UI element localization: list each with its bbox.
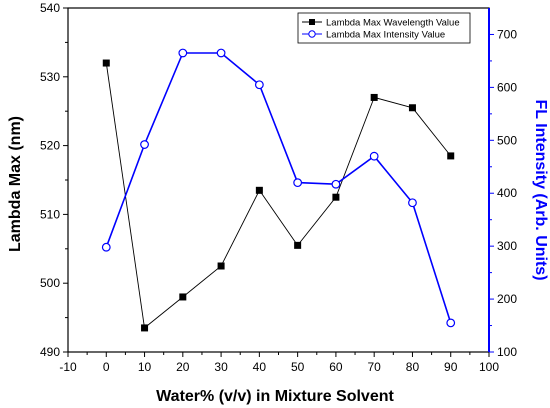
data-point-circle [446, 318, 456, 328]
y-left-tick-label: 540 [40, 1, 60, 15]
x-axis-label: Water% (v/v) in Mixture Solvent [156, 388, 394, 405]
y-right-tick-label: 600 [497, 80, 517, 94]
data-point-square [255, 186, 263, 194]
y-right-tick-label: 200 [497, 292, 517, 306]
data-point-square [141, 324, 149, 332]
data-point-square [179, 293, 187, 301]
x-tick-label: 50 [291, 360, 305, 374]
x-tick-label: 10 [138, 360, 152, 374]
y-right-tick-label: 700 [497, 27, 517, 41]
x-tick-label: 0 [103, 360, 110, 374]
y-left-tick-label: 530 [40, 70, 60, 84]
x-tick-label: 100 [479, 360, 499, 374]
y-right-tick-label: 400 [497, 186, 517, 200]
x-tick-label: -10 [59, 360, 77, 374]
series-layer [101, 48, 456, 332]
data-point-circle [216, 48, 226, 58]
data-point-circle [293, 178, 303, 188]
data-point-square [332, 193, 340, 201]
y-right-tick-label: 300 [497, 239, 517, 253]
x-tick-label: 70 [368, 360, 382, 374]
legend-box [297, 12, 471, 44]
series-line-1 [105, 62, 452, 329]
y-left-tick-label: 500 [40, 276, 60, 290]
y-left-tick-label: 520 [40, 139, 60, 153]
x-tick-label: 80 [406, 360, 420, 374]
axes: -10 0 10 20 30 40 50 60 70 80 90 100 490 500 510 520 530… [40, 1, 517, 374]
y-left-tick-label: 510 [40, 207, 60, 221]
data-point-square [217, 262, 225, 270]
data-point-circle [140, 140, 149, 149]
legend-label: Lambda Max Wavelength Value [326, 18, 460, 29]
data-point-square [102, 59, 110, 67]
legend-marker-square [309, 19, 315, 25]
legend-marker-circle [308, 30, 316, 38]
x-tick-label: 20 [176, 360, 190, 374]
series-line-2 [105, 52, 452, 324]
y-axis-right-label: FL Intensity (Arb. Units) [532, 99, 549, 280]
x-tick-label: 60 [329, 360, 343, 374]
legend-label: Lambda Max Intensity Value [326, 30, 445, 41]
x-tick-label: 40 [253, 360, 267, 374]
x-tick-label: 30 [214, 360, 228, 374]
data-point-square [294, 241, 302, 249]
data-point-circle [178, 48, 188, 58]
data-point-circle [101, 242, 111, 252]
data-point-square [370, 93, 378, 101]
data-point-circle [369, 151, 379, 161]
data-point-circle [254, 80, 264, 90]
y-right-tick-label: 500 [497, 133, 517, 147]
data-point-circle [331, 179, 341, 189]
x-tick-label: 90 [444, 360, 458, 374]
y-left-tick-label: 490 [40, 345, 60, 359]
data-point-square [408, 104, 416, 112]
data-point-circle [408, 198, 417, 208]
y-axis-left-label: Lambda Max (nm) [7, 116, 24, 252]
y-right-tick-label: 100 [497, 345, 517, 359]
data-point-square [447, 152, 455, 160]
